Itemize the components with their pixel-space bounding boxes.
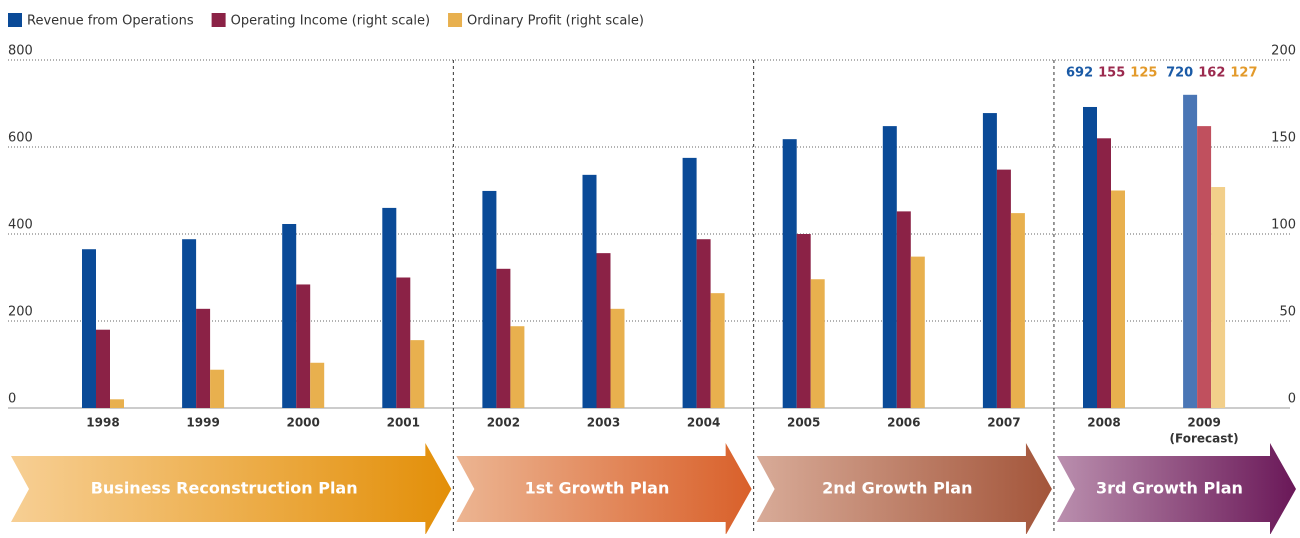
bar (110, 399, 124, 408)
y2-tick-label: 150 (1271, 131, 1296, 146)
x-tick-label: 1999 (186, 416, 219, 430)
bar (310, 362, 325, 408)
value-label: 127 (1230, 66, 1257, 81)
plan-arrow (1056, 443, 1296, 535)
value-label: 162 (1198, 66, 1225, 81)
legend-swatch (211, 13, 226, 27)
value-label: 720 (1166, 66, 1193, 81)
bar (1211, 187, 1226, 408)
bar (296, 284, 311, 408)
legend-label: Operating Income (right scale) (231, 14, 430, 29)
y2-tick-label: 50 (1279, 305, 1296, 320)
bar (982, 113, 997, 408)
bar (696, 239, 711, 408)
value-label: 692 (1066, 66, 1093, 81)
bar (182, 239, 197, 408)
bar (582, 174, 597, 408)
bar (896, 211, 911, 408)
bar (610, 308, 625, 408)
bar (910, 256, 925, 408)
legend-swatch (448, 13, 463, 27)
bar (796, 234, 811, 408)
bar (410, 340, 425, 408)
y-tick-label: 600 (8, 131, 33, 146)
plan-label: 2nd Growth Plan (822, 479, 972, 498)
bar (96, 329, 110, 408)
x-tick-label: 2003 (587, 416, 620, 430)
y-tick-label: 0 (8, 392, 16, 407)
x-tick-label: 2001 (387, 416, 420, 430)
x-tick-label: 2004 (687, 416, 720, 430)
x-tick-label: 2005 (787, 416, 820, 430)
plan-label: 3rd Growth Plan (1096, 479, 1243, 498)
bar (682, 157, 697, 408)
x-tick-label: 2008 (1087, 416, 1120, 430)
bar (382, 207, 397, 408)
bar (282, 223, 297, 408)
bar (482, 190, 497, 408)
bar (1083, 106, 1097, 408)
bar (1097, 138, 1111, 409)
bar (1010, 213, 1025, 408)
bar (782, 139, 797, 409)
plan-arrow (456, 443, 752, 535)
y-tick-label: 200 (8, 305, 33, 320)
x-tick-label: 2000 (286, 416, 319, 430)
x-tick-label: 1998 (86, 416, 119, 430)
plan-label: 1st Growth Plan (525, 479, 670, 498)
bar (496, 268, 511, 408)
bar (596, 253, 611, 408)
bar (810, 279, 825, 408)
bar (1197, 126, 1212, 409)
legend-label: Ordinary Profit (right scale) (467, 14, 644, 29)
bar (996, 169, 1011, 408)
legend-label: Revenue from Operations (27, 14, 194, 29)
bar (396, 277, 411, 408)
y-tick-label: 400 (8, 218, 33, 233)
bar (882, 126, 897, 409)
x-tick-label: 2007 (987, 416, 1020, 430)
bar (710, 293, 725, 408)
legend-swatch (8, 13, 22, 27)
bar (510, 326, 525, 408)
plan-label: Business Reconstruction Plan (91, 479, 358, 498)
value-label: 125 (1130, 66, 1157, 81)
y2-tick-label: 200 (1271, 44, 1296, 59)
y2-tick-label: 100 (1271, 218, 1296, 233)
forecast-label: (Forecast) (1170, 432, 1239, 446)
x-tick-label: 2002 (487, 416, 520, 430)
plan-arrow (11, 443, 452, 535)
bar (1111, 190, 1125, 408)
value-label: 155 (1098, 66, 1125, 81)
x-tick-label: 2009 (1187, 416, 1220, 430)
bar (82, 249, 96, 408)
x-tick-label: 2006 (887, 416, 920, 430)
plan-arrow (756, 443, 1052, 535)
y2-tick-label: 0 (1288, 392, 1296, 407)
bar (196, 308, 211, 408)
bar (1183, 94, 1198, 409)
y-tick-label: 800 (8, 44, 33, 59)
bar (210, 369, 225, 408)
